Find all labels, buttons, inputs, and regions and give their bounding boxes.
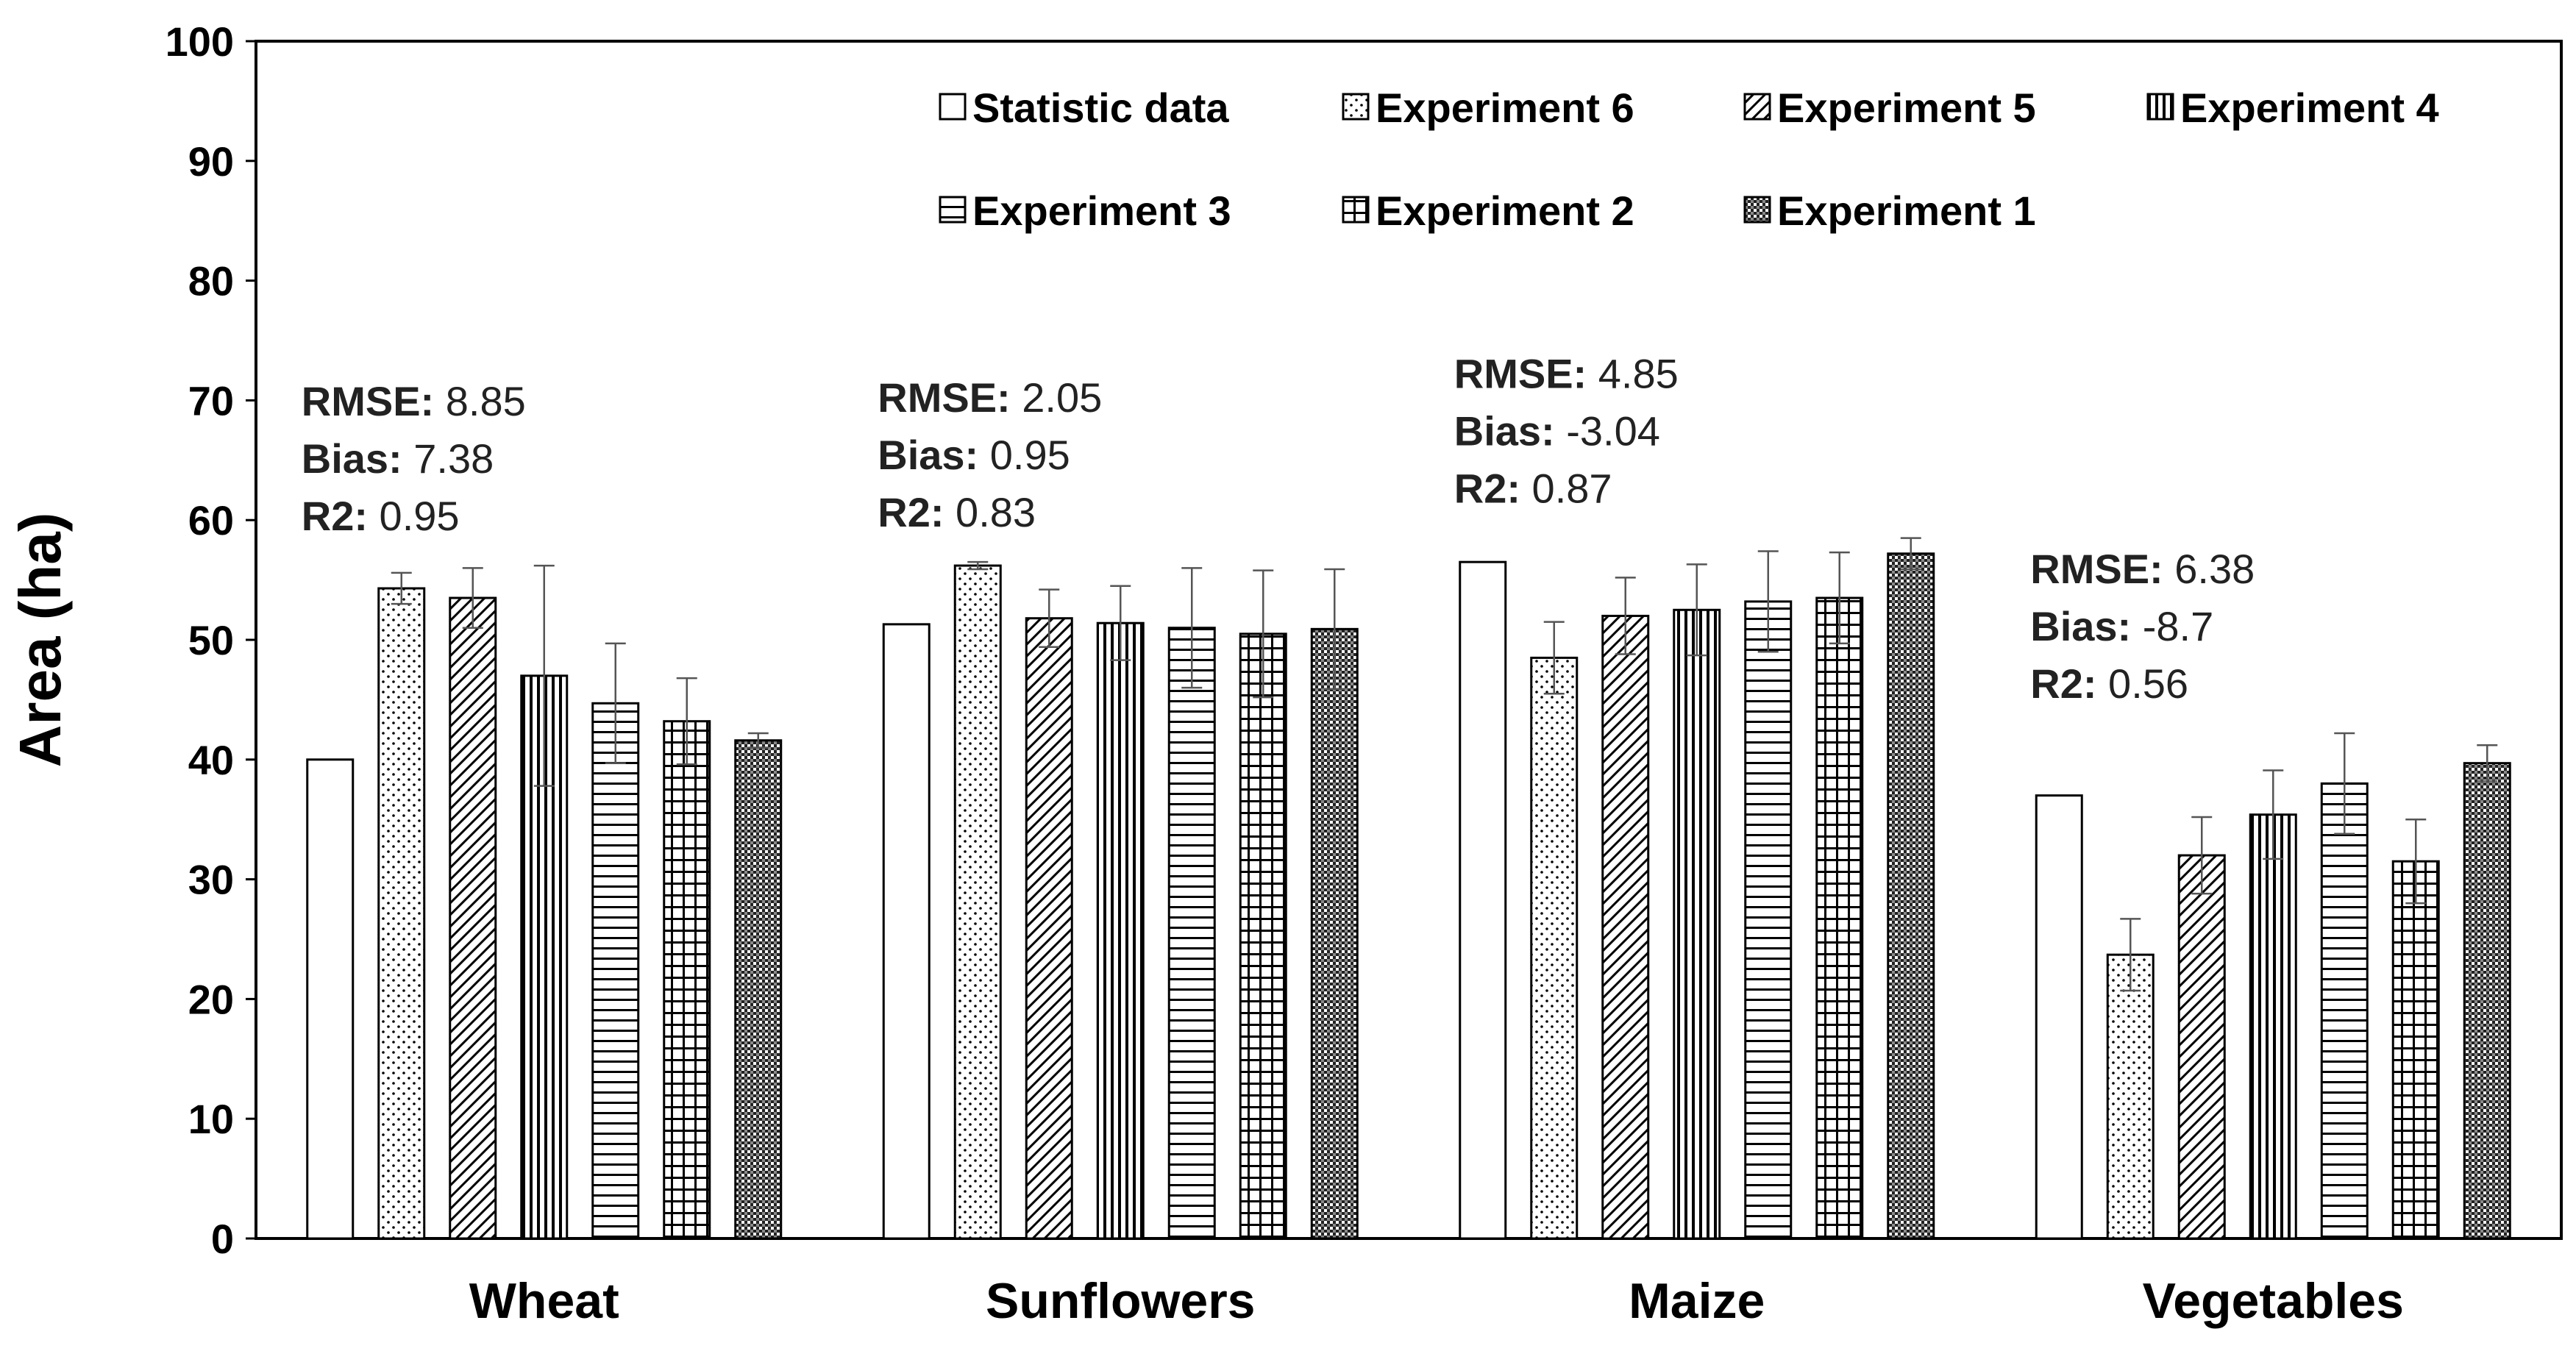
- annotation-rmse: RMSE: 6.38: [2030, 546, 2255, 592]
- bar: [2106, 953, 2155, 1240]
- annotation-r2: R2: 0.95: [302, 493, 460, 539]
- bar: [1673, 608, 1721, 1240]
- bar: [2035, 794, 2083, 1240]
- legend-label: Experiment 4: [2180, 85, 2439, 131]
- annotation-bias: Bias: -3.04: [1454, 408, 1660, 455]
- y-tick-label: 100: [166, 18, 234, 65]
- bar: [953, 564, 1002, 1240]
- legend-swatch: [939, 93, 967, 121]
- annotation-bias: Bias: 0.95: [878, 432, 1070, 478]
- bar: [1239, 632, 1287, 1240]
- y-tick-label: 10: [188, 1096, 234, 1142]
- y-tick-label: 80: [188, 258, 234, 304]
- y-tick-label: 70: [188, 377, 234, 424]
- annotation-rmse: RMSE: 4.85: [1454, 351, 1679, 397]
- legend-swatch: [1743, 93, 1771, 121]
- y-tick-label: 40: [188, 737, 234, 783]
- annotation-bias: Bias: 7.38: [302, 435, 494, 482]
- bar: [377, 587, 426, 1240]
- bar: [591, 702, 640, 1240]
- legend-swatch: [1342, 196, 1370, 224]
- bar: [734, 739, 783, 1240]
- annotation-rmse: RMSE: 2.05: [878, 374, 1102, 421]
- legend-swatch: [939, 196, 967, 224]
- bar: [449, 596, 497, 1240]
- bar: [2391, 860, 2440, 1240]
- legend-label: Experiment 2: [1376, 188, 1634, 234]
- annotation-r2: R2: 0.87: [1454, 466, 1612, 512]
- bar: [1459, 560, 1507, 1240]
- bar: [2463, 762, 2511, 1240]
- legend-label: Experiment 6: [1376, 85, 1634, 131]
- bar: [2177, 854, 2226, 1240]
- category-label: Vegetables: [2143, 1273, 2404, 1329]
- bar: [1167, 627, 1216, 1240]
- y-tick-label: 60: [188, 497, 234, 543]
- y-tick-label: 50: [188, 617, 234, 663]
- legend-swatch: [2146, 93, 2174, 121]
- bar: [1530, 656, 1579, 1240]
- legend-label: Experiment 3: [972, 188, 1231, 234]
- bar: [1815, 596, 1864, 1240]
- legend-label: Statistic data: [972, 85, 1229, 131]
- y-tick-label: 0: [211, 1216, 234, 1262]
- legend-swatch: [1342, 93, 1370, 121]
- legend-label: Experiment 5: [1777, 85, 2036, 131]
- legend-label: Experiment 1: [1777, 188, 2036, 234]
- bar: [1310, 627, 1359, 1240]
- bar: [663, 720, 711, 1240]
- category-label: Maize: [1629, 1273, 1765, 1329]
- category-label: Wheat: [469, 1273, 619, 1329]
- bar: [2249, 813, 2297, 1240]
- annotation-rmse: RMSE: 8.85: [302, 378, 526, 424]
- y-tick-label: 90: [188, 138, 234, 185]
- annotation-bias: Bias: -8.7: [2030, 603, 2213, 649]
- bar: [1887, 552, 1935, 1240]
- bar: [1744, 600, 1793, 1240]
- annotation-r2: R2: 0.83: [878, 489, 1036, 535]
- legend: Statistic data Experiment 6 Experiment 5 Ex…: [939, 85, 2439, 234]
- bar: [1025, 617, 1073, 1240]
- legend-swatch: [1743, 196, 1771, 224]
- category-label: Sunflowers: [986, 1273, 1256, 1329]
- bar: [1601, 614, 1650, 1240]
- bar: [2320, 782, 2369, 1240]
- y-tick-label: 30: [188, 857, 234, 903]
- y-tick-label: 20: [188, 976, 234, 1022]
- annotation-r2: R2: 0.56: [2030, 660, 2188, 707]
- bar: [306, 758, 355, 1240]
- bar: [882, 623, 931, 1240]
- y-axis-label: Area (ha): [7, 513, 73, 768]
- bar: [1096, 621, 1145, 1240]
